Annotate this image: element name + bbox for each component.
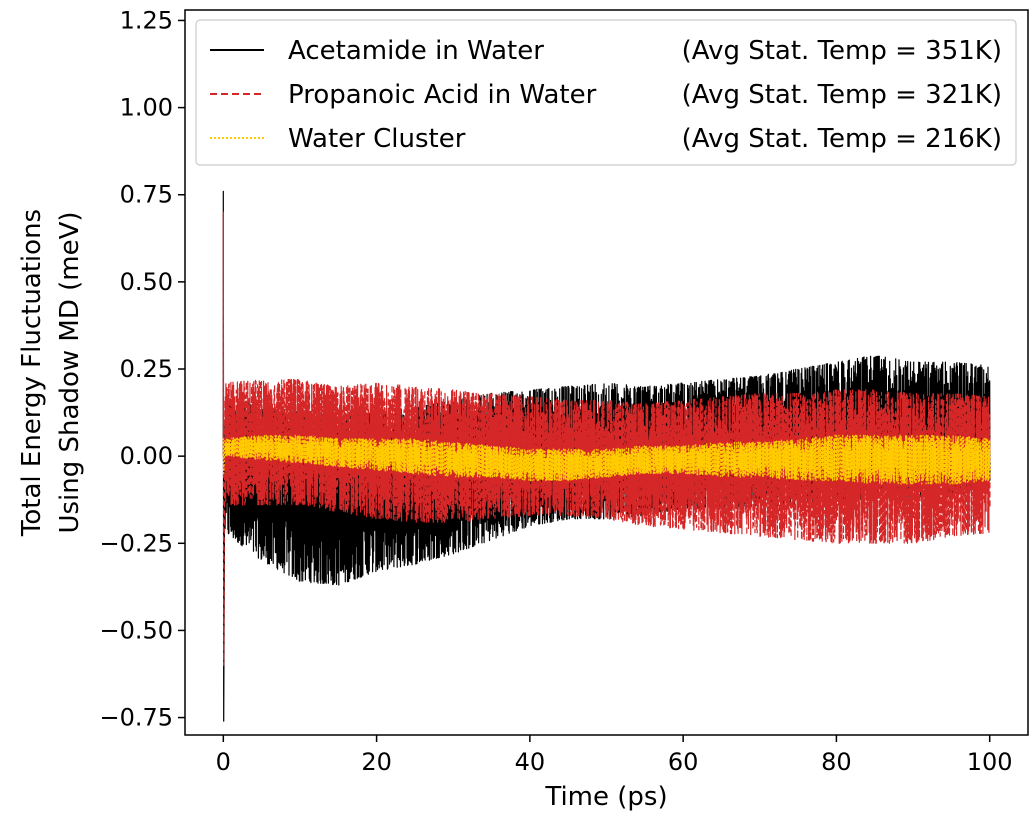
legend-label-water-cluster: Water Cluster: [288, 124, 466, 154]
y-axis-title: Total Energy Fluctuations Using Shadow M…: [17, 209, 85, 537]
y-tick-label: 0.25: [120, 355, 173, 383]
x-tick-label: 40: [515, 748, 546, 776]
y-tick-label: 1.25: [120, 6, 173, 34]
x-tick-label: 20: [361, 748, 392, 776]
legend-item-acetamide: Acetamide in Water (Avg Stat. Temp = 351…: [210, 36, 1002, 66]
legend-temp-acetamide: (Avg Stat. Temp = 351K): [682, 36, 1002, 66]
y-axis-title-line1: Total Energy Fluctuations: [17, 209, 47, 537]
x-tick-label: 100: [967, 748, 1013, 776]
y-axis: −0.75 −0.50 −0.25 0.00 0.25 0.50 0.75 1.00 1.25: [99, 6, 185, 732]
y-tick-label: 1.00: [120, 94, 173, 122]
x-tick-label: 60: [668, 748, 699, 776]
series-line-water-cluster: [222, 434, 991, 485]
legend-label-propanoic-acid: Propanoic Acid in Water: [288, 80, 597, 110]
legend-label-acetamide: Acetamide in Water: [288, 36, 544, 66]
x-tick-label: 0: [216, 748, 231, 776]
y-tick-label: −0.25: [99, 529, 173, 557]
x-axis-title: Time (ps): [544, 782, 667, 812]
legend-item-water-cluster: Water Cluster (Avg Stat. Temp = 216K): [210, 124, 1002, 154]
y-tick-label: 0.00: [120, 442, 173, 470]
legend-box: [195, 19, 1017, 166]
y-axis-title-line2: Using Shadow MD (meV): [55, 211, 85, 533]
x-axis: 0 20 40 60 80 100: [216, 735, 1013, 776]
plot-frame: [184, 9, 1029, 736]
y-tick-label: 0.75: [120, 181, 173, 209]
legend-item-propanoic-acid: Propanoic Acid in Water (Avg Stat. Temp …: [210, 80, 1002, 110]
legend: Acetamide in Water (Avg Stat. Temp = 351…: [195, 19, 1017, 166]
series-layer: [222, 190, 991, 722]
y-tick-label: −0.75: [99, 704, 173, 732]
legend-temp-water-cluster: (Avg Stat. Temp = 216K): [682, 124, 1002, 154]
legend-temp-propanoic-acid: (Avg Stat. Temp = 321K): [682, 80, 1002, 110]
y-tick-label: 0.50: [120, 268, 173, 296]
y-tick-label: −0.50: [99, 616, 173, 644]
x-tick-label: 80: [821, 748, 852, 776]
